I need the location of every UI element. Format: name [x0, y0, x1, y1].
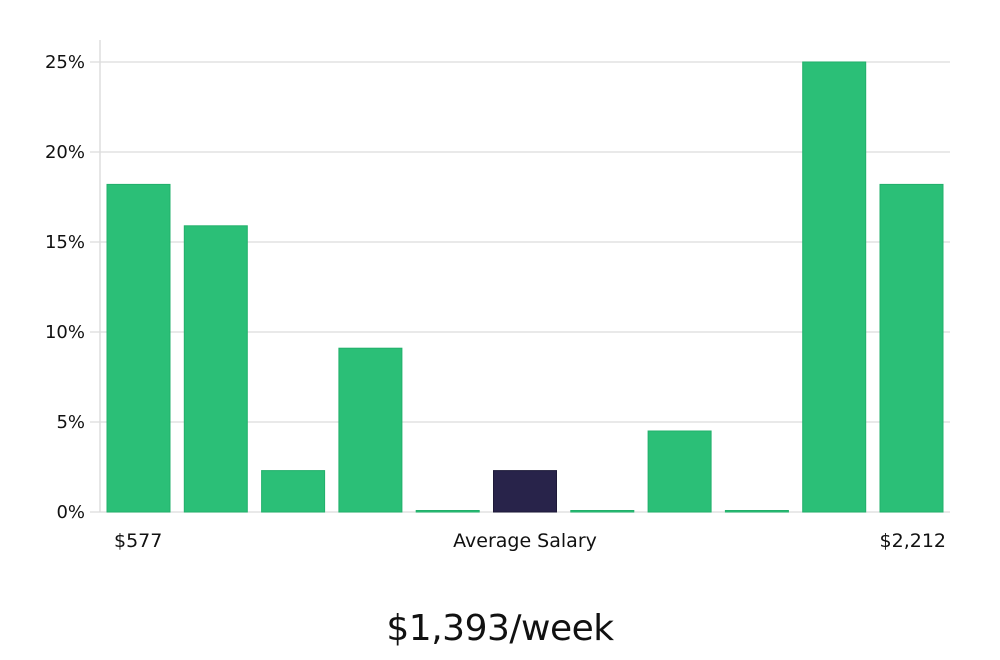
weekly-salary-headline: $1,393/week — [386, 608, 614, 649]
bar — [106, 183, 171, 513]
bar — [570, 510, 635, 513]
salary-histogram: 0% 5% 10% 15% 20% 25% $577 Average Salary $2,… — [45, 40, 950, 552]
bar — [338, 347, 403, 513]
bar-average-salary — [493, 470, 557, 513]
y-tick-label: 15% — [45, 232, 85, 253]
x-label-max: $2,212 — [880, 530, 946, 552]
bars — [106, 61, 944, 513]
y-tick-label: 10% — [45, 322, 85, 343]
x-label-average: Average Salary — [453, 530, 597, 552]
x-label-min: $577 — [114, 530, 162, 552]
y-tick-label: 0% — [56, 502, 85, 523]
x-axis-labels: $577 Average Salary $2,212 — [114, 530, 946, 552]
bar — [802, 61, 867, 513]
bar — [261, 470, 326, 513]
y-tick-label: 25% — [45, 52, 85, 73]
bar — [647, 430, 712, 513]
bar — [183, 225, 248, 513]
y-tick-label: 5% — [56, 412, 85, 433]
y-axis-ticks: 0% 5% 10% 15% 20% 25% — [45, 52, 85, 523]
y-tick-label: 20% — [45, 142, 85, 163]
bar — [415, 510, 480, 513]
bar — [879, 183, 944, 513]
bar — [724, 510, 789, 513]
